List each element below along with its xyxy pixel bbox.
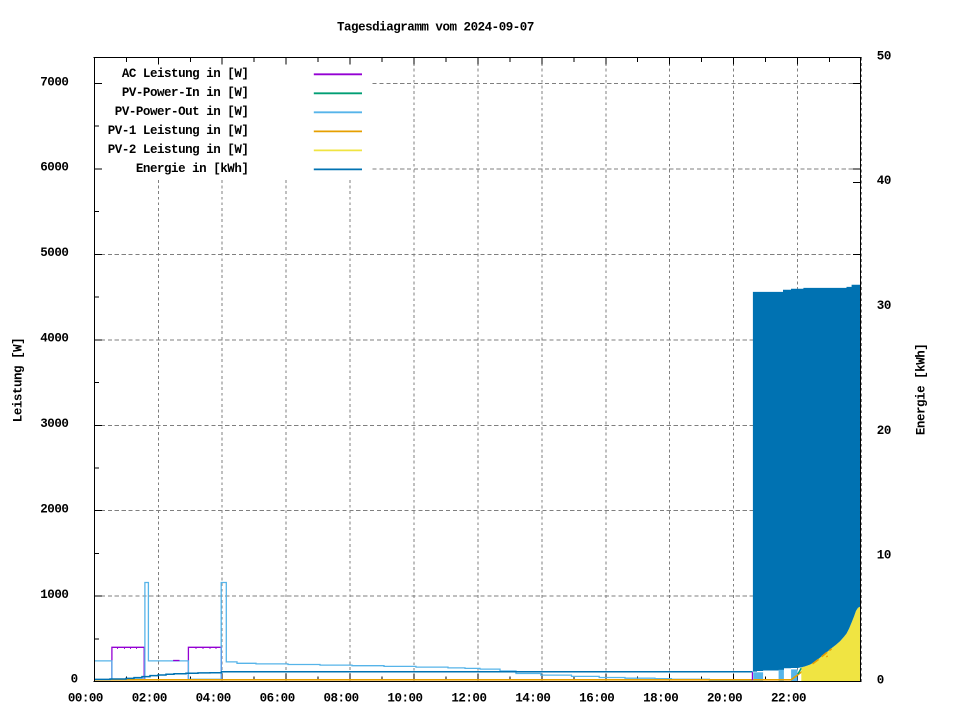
svg-text:14:00: 14:00 <box>515 691 550 705</box>
svg-text:50: 50 <box>877 49 891 63</box>
svg-text:6000: 6000 <box>40 161 68 175</box>
svg-text:2000: 2000 <box>40 503 68 517</box>
svg-text:16:00: 16:00 <box>579 691 614 705</box>
svg-text:02:00: 02:00 <box>132 691 167 705</box>
svg-text:30: 30 <box>877 299 891 313</box>
svg-text:AC Leistung in [W]: AC Leistung in [W] <box>122 67 249 81</box>
svg-text:00:00: 00:00 <box>68 691 103 705</box>
svg-text:20:00: 20:00 <box>707 691 742 705</box>
svg-text:Energie [kWh]: Energie [kWh] <box>914 344 928 435</box>
svg-text:0: 0 <box>71 672 78 686</box>
svg-text:22:00: 22:00 <box>771 691 806 705</box>
svg-text:PV-Power-In in [W]: PV-Power-In in [W] <box>122 86 249 100</box>
svg-text:Leistung [W]: Leistung [W] <box>11 338 25 422</box>
svg-text:PV-Power-Out in [W]: PV-Power-Out in [W] <box>115 105 249 119</box>
svg-text:10: 10 <box>877 549 891 563</box>
svg-text:06:00: 06:00 <box>260 691 295 705</box>
svg-text:PV-1 Leistung in [W]: PV-1 Leistung in [W] <box>108 124 249 138</box>
svg-text:PV-2 Leistung in [W]: PV-2 Leistung in [W] <box>108 143 249 157</box>
svg-text:04:00: 04:00 <box>196 691 231 705</box>
svg-text:20: 20 <box>877 424 891 438</box>
svg-text:Tagesdiagramm vom 2024-09-07: Tagesdiagramm vom 2024-09-07 <box>337 20 534 34</box>
svg-text:4000: 4000 <box>40 332 68 346</box>
svg-text:1000: 1000 <box>40 588 68 602</box>
svg-text:10:00: 10:00 <box>387 691 422 705</box>
svg-text:Energie in [kWh]: Energie in [kWh] <box>136 162 249 176</box>
svg-text:3000: 3000 <box>40 417 68 431</box>
svg-text:40: 40 <box>877 174 891 188</box>
svg-text:12:00: 12:00 <box>451 691 486 705</box>
svg-text:08:00: 08:00 <box>324 691 359 705</box>
svg-text:0: 0 <box>877 673 884 687</box>
svg-text:5000: 5000 <box>40 246 68 260</box>
svg-text:18:00: 18:00 <box>643 691 678 705</box>
svg-text:7000: 7000 <box>40 75 68 89</box>
